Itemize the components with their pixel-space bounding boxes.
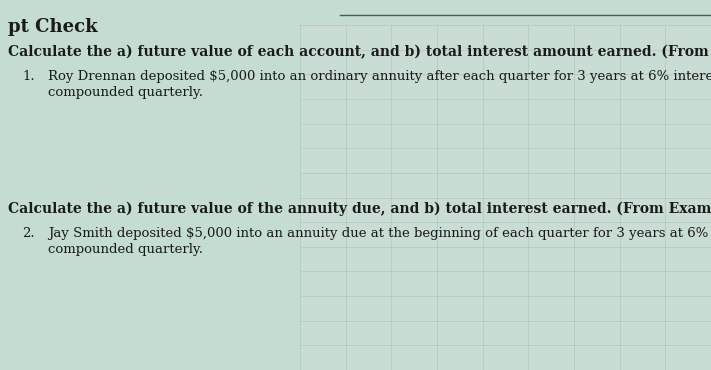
Text: compounded quarterly.: compounded quarterly. [48,243,203,256]
Text: pt Check: pt Check [8,18,97,36]
Text: compounded quarterly.: compounded quarterly. [48,86,203,99]
Text: 1.: 1. [22,70,35,83]
Text: Calculate the a) future value of the annuity due, and b) total interest earned. : Calculate the a) future value of the ann… [8,202,711,216]
Text: Jay Smith deposited $5,000 into an annuity due at the beginning of each quarter : Jay Smith deposited $5,000 into an annui… [48,227,708,240]
Text: Roy Drennan deposited $5,000 into an ordinary annuity after each quarter for 3 y: Roy Drennan deposited $5,000 into an ord… [48,70,711,83]
Text: Calculate the a) future value of each account, and b) total interest amount earn: Calculate the a) future value of each ac… [8,45,711,60]
Bar [300,25,711,370]
Text: 2.: 2. [22,227,35,240]
